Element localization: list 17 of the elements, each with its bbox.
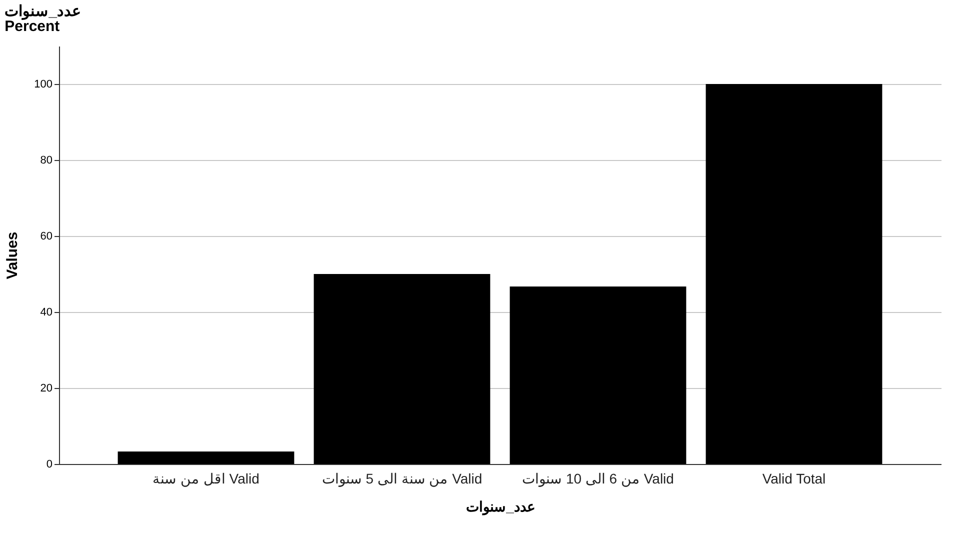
x-tick-label: Valid Total	[762, 470, 826, 486]
bar	[314, 274, 490, 464]
bar	[706, 84, 882, 464]
x-tick-label: اقل من سنة Valid	[152, 470, 260, 488]
bar	[510, 286, 686, 464]
y-tick-label: 0	[46, 458, 52, 470]
y-tick-label: 20	[40, 382, 52, 394]
y-axis-title: Values	[4, 232, 22, 280]
bar	[118, 451, 294, 464]
chart-title: عدد_سنوات	[4, 3, 81, 20]
x-tick-label: من سنة الى 5 سنوات Valid	[322, 470, 482, 488]
x-axis-title: عدد_سنوات	[466, 498, 535, 516]
y-tick-label: 80	[40, 154, 52, 166]
y-tick-label: 100	[34, 78, 52, 90]
y-tick-label: 60	[40, 230, 52, 242]
y-tick-label: 40	[40, 306, 52, 318]
x-tick-label: من 6 الى 10 سنوات Valid	[522, 470, 674, 488]
